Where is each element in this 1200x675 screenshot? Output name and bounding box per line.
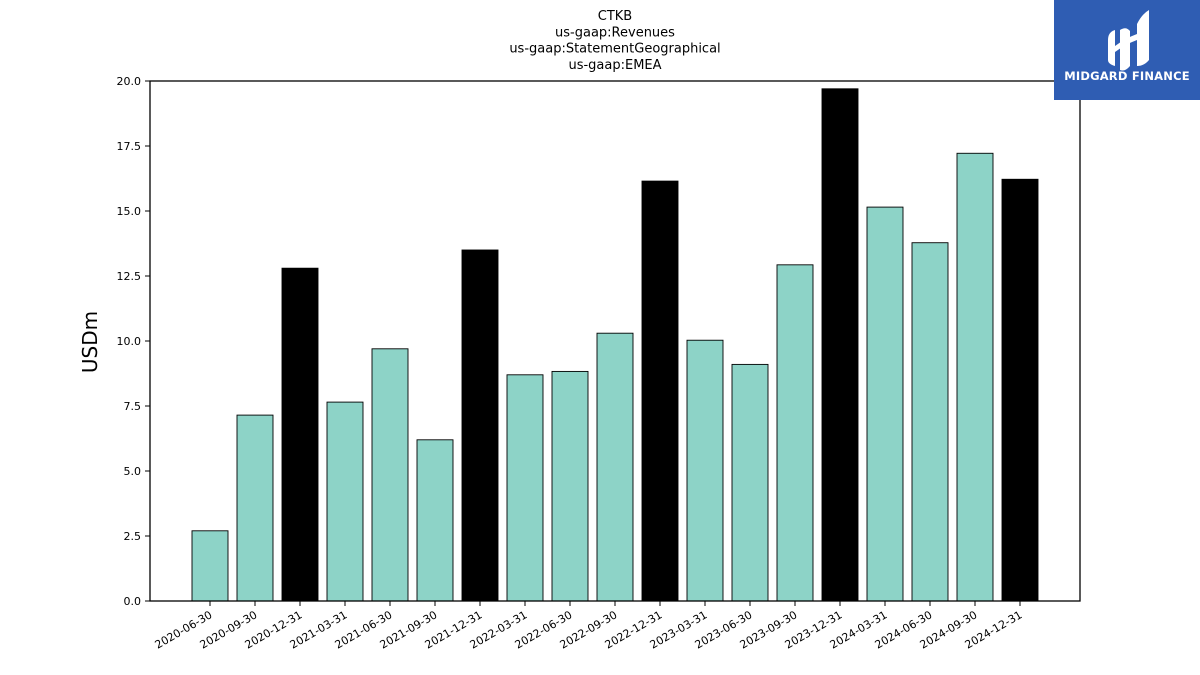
y-axis: 0.0 2.5 5.0 7.5 10.0 12.5 15.0 17.5 20.0 [117,75,150,608]
y-tick-label: 7.5 [124,400,142,413]
y-tick-label: 2.5 [124,530,142,543]
bar-2022-09-30 [596,332,634,602]
bar-2020-12-31 [281,267,319,602]
bar-2024-03-31 [866,206,904,602]
brand-name: MIDGARD FINANCE [1064,69,1190,83]
bar-2024-12-31 [1001,178,1039,602]
y-tick-label: 0.0 [124,595,142,608]
bar-2021-03-31 [326,401,364,602]
y-tick-label: 5.0 [124,465,142,478]
y-tick-label: 10.0 [117,335,142,348]
brand-logo: MIDGARD FINANCE [1054,0,1200,100]
y-tick-label: 17.5 [117,140,142,153]
x-axis: 2020-06-302020-09-302020-12-312021-03-31… [153,601,1025,652]
bar-2021-12-31 [461,249,499,602]
y-axis-label: USDm [78,311,102,373]
bar-2022-06-30 [551,370,589,602]
bar-2020-09-30 [236,414,274,602]
y-tick-label: 20.0 [117,75,142,88]
bar-2024-09-30 [956,152,994,602]
bar-2021-06-30 [371,348,409,602]
bar-2024-06-30 [911,242,949,602]
bar-2023-09-30 [776,264,814,602]
bar-2023-03-31 [686,339,724,602]
title-line: us-gaap:StatementGeographical [509,42,720,57]
bar-2022-12-31 [641,180,679,602]
title-line: CTKB [598,9,632,24]
bar-2022-03-31 [506,374,544,602]
title-line: us-gaap:EMEA [568,58,661,73]
y-tick-label: 12.5 [117,270,142,283]
title-line: us-gaap:Revenues [555,25,675,40]
bar-2023-12-31 [821,88,859,602]
bar-2023-06-30 [731,363,769,602]
plot-frame [149,80,1081,602]
bars [191,88,1039,602]
midgard-logo-icon [1108,10,1149,71]
bar-2020-06-30 [191,530,229,602]
bar-2021-09-30 [416,439,454,602]
y-tick-label: 15.0 [117,205,142,218]
